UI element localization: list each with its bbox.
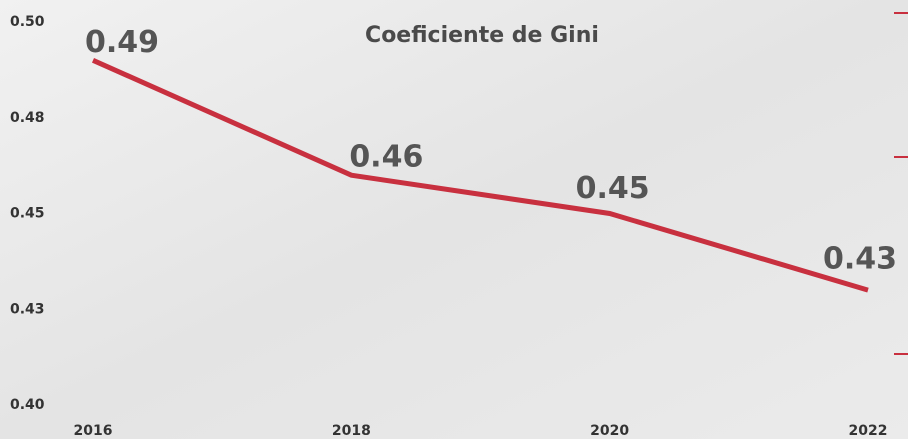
chart-title: Coeficiente de Gini: [365, 23, 599, 48]
data-label: 0.49: [85, 25, 159, 60]
y-tick-label: 0.48: [10, 110, 45, 126]
x-tick-label: 2018: [332, 423, 371, 439]
line: [91, 58, 869, 293]
x-tick-label: 2022: [849, 423, 888, 439]
y-tick-label: 0.40: [10, 397, 45, 413]
data-label: 0.45: [576, 171, 650, 206]
y-tick-label: 0.45: [10, 206, 45, 222]
y-tick-label: 0.43: [10, 301, 45, 317]
data-label: 0.46: [349, 140, 423, 175]
x-tick-label: 2016: [74, 423, 113, 439]
y-tick-label: 0.50: [10, 14, 45, 30]
x-tick-label: 2020: [590, 423, 629, 439]
data-label: 0.43: [823, 242, 897, 277]
